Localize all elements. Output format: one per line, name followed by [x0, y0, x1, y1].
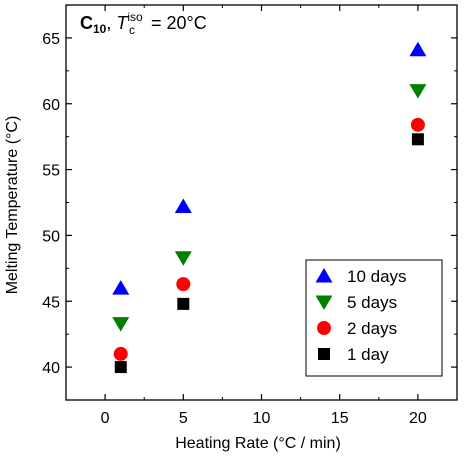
data-point — [177, 297, 190, 310]
data-point — [174, 251, 192, 266]
data-point — [176, 277, 191, 292]
x-tick-label: 15 — [331, 410, 349, 427]
x-tick-label: 20 — [409, 410, 427, 427]
data-points — [112, 41, 427, 374]
legend: 10 days 5 days 2 days 1 day — [305, 259, 443, 377]
legend-marker — [315, 268, 333, 283]
data-point — [411, 133, 424, 146]
y-tick-label: 55 — [42, 163, 60, 180]
legend-label: 10 days — [347, 267, 407, 286]
data-point — [174, 198, 192, 213]
annotation-rest: = 20°C — [146, 13, 207, 33]
data-point — [410, 117, 425, 132]
legend-marker — [315, 295, 333, 310]
y-tick-label: 45 — [42, 294, 60, 311]
annotation-t: T — [116, 13, 129, 33]
y-tick-label: 50 — [42, 228, 60, 245]
data-point — [113, 346, 128, 361]
x-axis-title: Heating Rate (°C / min) — [175, 435, 341, 452]
annotation-t-sup: iso — [127, 10, 143, 24]
data-point — [112, 317, 130, 332]
legend-label: 5 days — [347, 293, 397, 312]
chart-annotation: C10, Tiso c = 20°C — [80, 10, 207, 37]
x-tick-label: 5 — [179, 410, 188, 427]
y-tick-label: 60 — [42, 97, 60, 114]
x-tick-label: 10 — [253, 410, 271, 427]
y-tick-label: 40 — [42, 360, 60, 377]
legend-label: 1 day — [347, 345, 389, 364]
legend-marker — [318, 348, 330, 360]
y-axis-title: Melting Temperature (°C) — [4, 116, 21, 295]
annotation-sep: , — [106, 13, 116, 33]
data-point — [409, 41, 427, 57]
annotation-main: C — [80, 13, 93, 33]
annotation-t-sub: c — [129, 23, 135, 37]
data-point — [409, 84, 427, 99]
legend-label: 2 days — [347, 319, 397, 338]
y-tick-label: 65 — [42, 31, 60, 48]
data-point — [114, 361, 127, 374]
x-tick-label: 0 — [101, 410, 110, 427]
legend-marker — [317, 321, 331, 335]
annotation-main-sub: 10 — [93, 22, 107, 36]
data-point — [112, 280, 130, 295]
axis-ticks: 0 5 10 15 20 40 45 50 55 60 65 — [42, 5, 457, 427]
